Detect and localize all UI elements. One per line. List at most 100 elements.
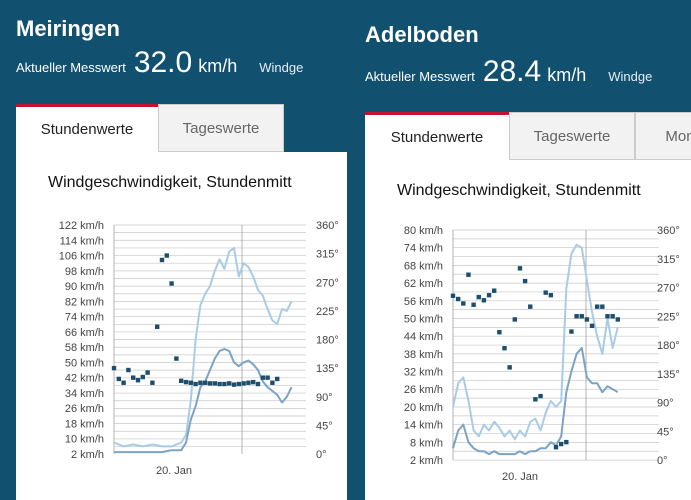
direction-point — [538, 393, 543, 399]
y-right-tick-label: 270° — [657, 283, 680, 295]
direction-point — [174, 356, 179, 361]
y-right-tick-label: 180° — [657, 340, 680, 352]
y-left-tick-label: 66 km/h — [65, 327, 104, 339]
station-header: Meiringen Aktueller Messwert 32.0 km/h Wind… — [0, 0, 347, 104]
y-right-tick-label: 225° — [316, 306, 339, 318]
station-panel-adelboden: Adelboden Aktueller Messwert 28.4 km/h Wind… — [349, 0, 691, 500]
y-left-tick-label: 122 km/h — [59, 220, 104, 232]
direction-point — [605, 314, 610, 319]
direction-point — [528, 304, 533, 309]
y-left-tick-label: 2 km/h — [410, 455, 443, 467]
x-tick-label: 20. Jan — [502, 471, 538, 483]
station-name: Adelboden — [365, 22, 479, 47]
direction-point — [188, 380, 193, 385]
direction-point — [140, 374, 145, 380]
current-measurement: Aktueller Messwert 28.4 km/h Windge — [365, 55, 652, 89]
tab-monatswerte[interactable]: Mon — [635, 112, 691, 160]
measurement-value: 32.0 — [133, 46, 193, 79]
y-left-tick-label: 98 km/h — [65, 266, 104, 278]
direction-point — [461, 301, 466, 306]
y-left-tick-label: 114 km/h — [60, 235, 104, 247]
direction-point — [265, 375, 270, 380]
direction-point — [543, 290, 548, 295]
y-left-tick-label: 34 km/h — [65, 388, 104, 400]
direction-point — [212, 381, 217, 386]
measurement-unit: km/h — [547, 65, 587, 85]
direction-point — [255, 381, 261, 387]
station-header: Adelboden Aktueller Messwert 28.4 km/h Wind… — [349, 0, 691, 104]
direction-point — [155, 324, 160, 329]
gust-series-line — [452, 243, 619, 441]
direction-point — [600, 304, 605, 309]
y-right-tick-label: 45° — [316, 420, 333, 432]
direction-point — [179, 378, 184, 384]
direction-point — [217, 381, 222, 387]
direction-point — [595, 304, 600, 309]
y-left-tick-label: 2 km/h — [71, 449, 104, 461]
direction-point — [502, 345, 507, 351]
y-left-tick-label: 56 km/h — [404, 296, 443, 308]
direction-point — [548, 292, 554, 298]
y-left-tick-label: 10 km/h — [65, 434, 104, 446]
y-left-tick-label: 20 km/h — [404, 402, 443, 414]
y-left-tick-label: 74 km/h — [404, 243, 443, 255]
y-right-tick-label: 315° — [657, 254, 680, 266]
y-right-tick-label: 90° — [316, 392, 333, 404]
direction-point — [270, 380, 275, 385]
measurement-unit: km/h — [198, 56, 238, 76]
y-left-tick-label: 58 km/h — [65, 342, 104, 354]
mean-series-line — [114, 348, 293, 454]
tab-tageswerte[interactable]: Tageswerte — [158, 104, 284, 152]
direction-point — [135, 378, 141, 383]
y-left-tick-label: 82 km/h — [65, 296, 104, 308]
direction-point — [116, 376, 121, 382]
y-left-tick-label: 50 km/h — [65, 357, 104, 369]
wind-chart: 2 km/h 10 km/h 18 km/h 26 km/h 34 km/h 42 km/… — [59, 220, 339, 477]
direction-point — [241, 381, 246, 386]
direction-point — [121, 380, 126, 385]
direction-point — [558, 441, 564, 447]
direction-point — [150, 380, 155, 385]
tab-tageswerte[interactable]: Tageswerte — [509, 112, 635, 160]
direction-point — [564, 439, 569, 445]
measurement-label: Aktueller Messwert — [365, 69, 475, 84]
tab-stundenwerte[interactable]: Stundenwerte — [365, 112, 509, 160]
direction-point — [610, 314, 615, 319]
y-left-tick-label: 44 km/h — [404, 331, 443, 343]
y-left-tick-label: 26 km/h — [65, 403, 104, 415]
direction-point — [145, 370, 150, 375]
direction-point — [227, 381, 232, 386]
direction-point — [615, 317, 620, 322]
measurement-value: 28.4 — [482, 55, 542, 88]
y-left-tick-label: 68 km/h — [404, 260, 443, 272]
direction-point — [497, 330, 502, 335]
y-left-tick-label: 18 km/h — [65, 418, 104, 430]
mean-series-line — [452, 346, 619, 456]
station-name: Meiringen — [16, 16, 120, 41]
y-right-tick-label: 270° — [316, 277, 339, 289]
chart-title: Windgeschwindigkeit, Stundenmitt — [48, 174, 292, 191]
y-right-tick-label: 135° — [316, 363, 339, 375]
chart-area: Windgeschwindigkeit, Stundenmitt 2 km/h 1… — [16, 152, 347, 500]
direction-point — [522, 278, 528, 284]
tab-stundenwerte[interactable]: Stundenwerte — [16, 104, 158, 152]
y-right-tick-label: 360° — [657, 225, 680, 237]
direction-point — [553, 445, 559, 450]
direction-point — [207, 381, 213, 386]
y-left-tick-label: 106 km/h — [59, 251, 104, 263]
direction-point — [164, 253, 169, 258]
direction-point — [574, 314, 579, 319]
direction-point — [589, 323, 595, 329]
direction-point — [275, 376, 280, 382]
y-right-tick-label: 135° — [657, 369, 680, 381]
current-measurement: Aktueller Messwert 32.0 km/h Windge — [16, 46, 303, 80]
direction-point — [222, 381, 227, 387]
y-left-tick-label: 50 km/h — [404, 313, 443, 325]
direction-point — [193, 381, 198, 387]
direction-point — [486, 292, 492, 298]
direction-point — [246, 380, 251, 385]
direction-point — [183, 379, 189, 385]
direction-point — [231, 382, 237, 387]
direction-point — [131, 375, 136, 380]
direction-point — [251, 379, 256, 385]
